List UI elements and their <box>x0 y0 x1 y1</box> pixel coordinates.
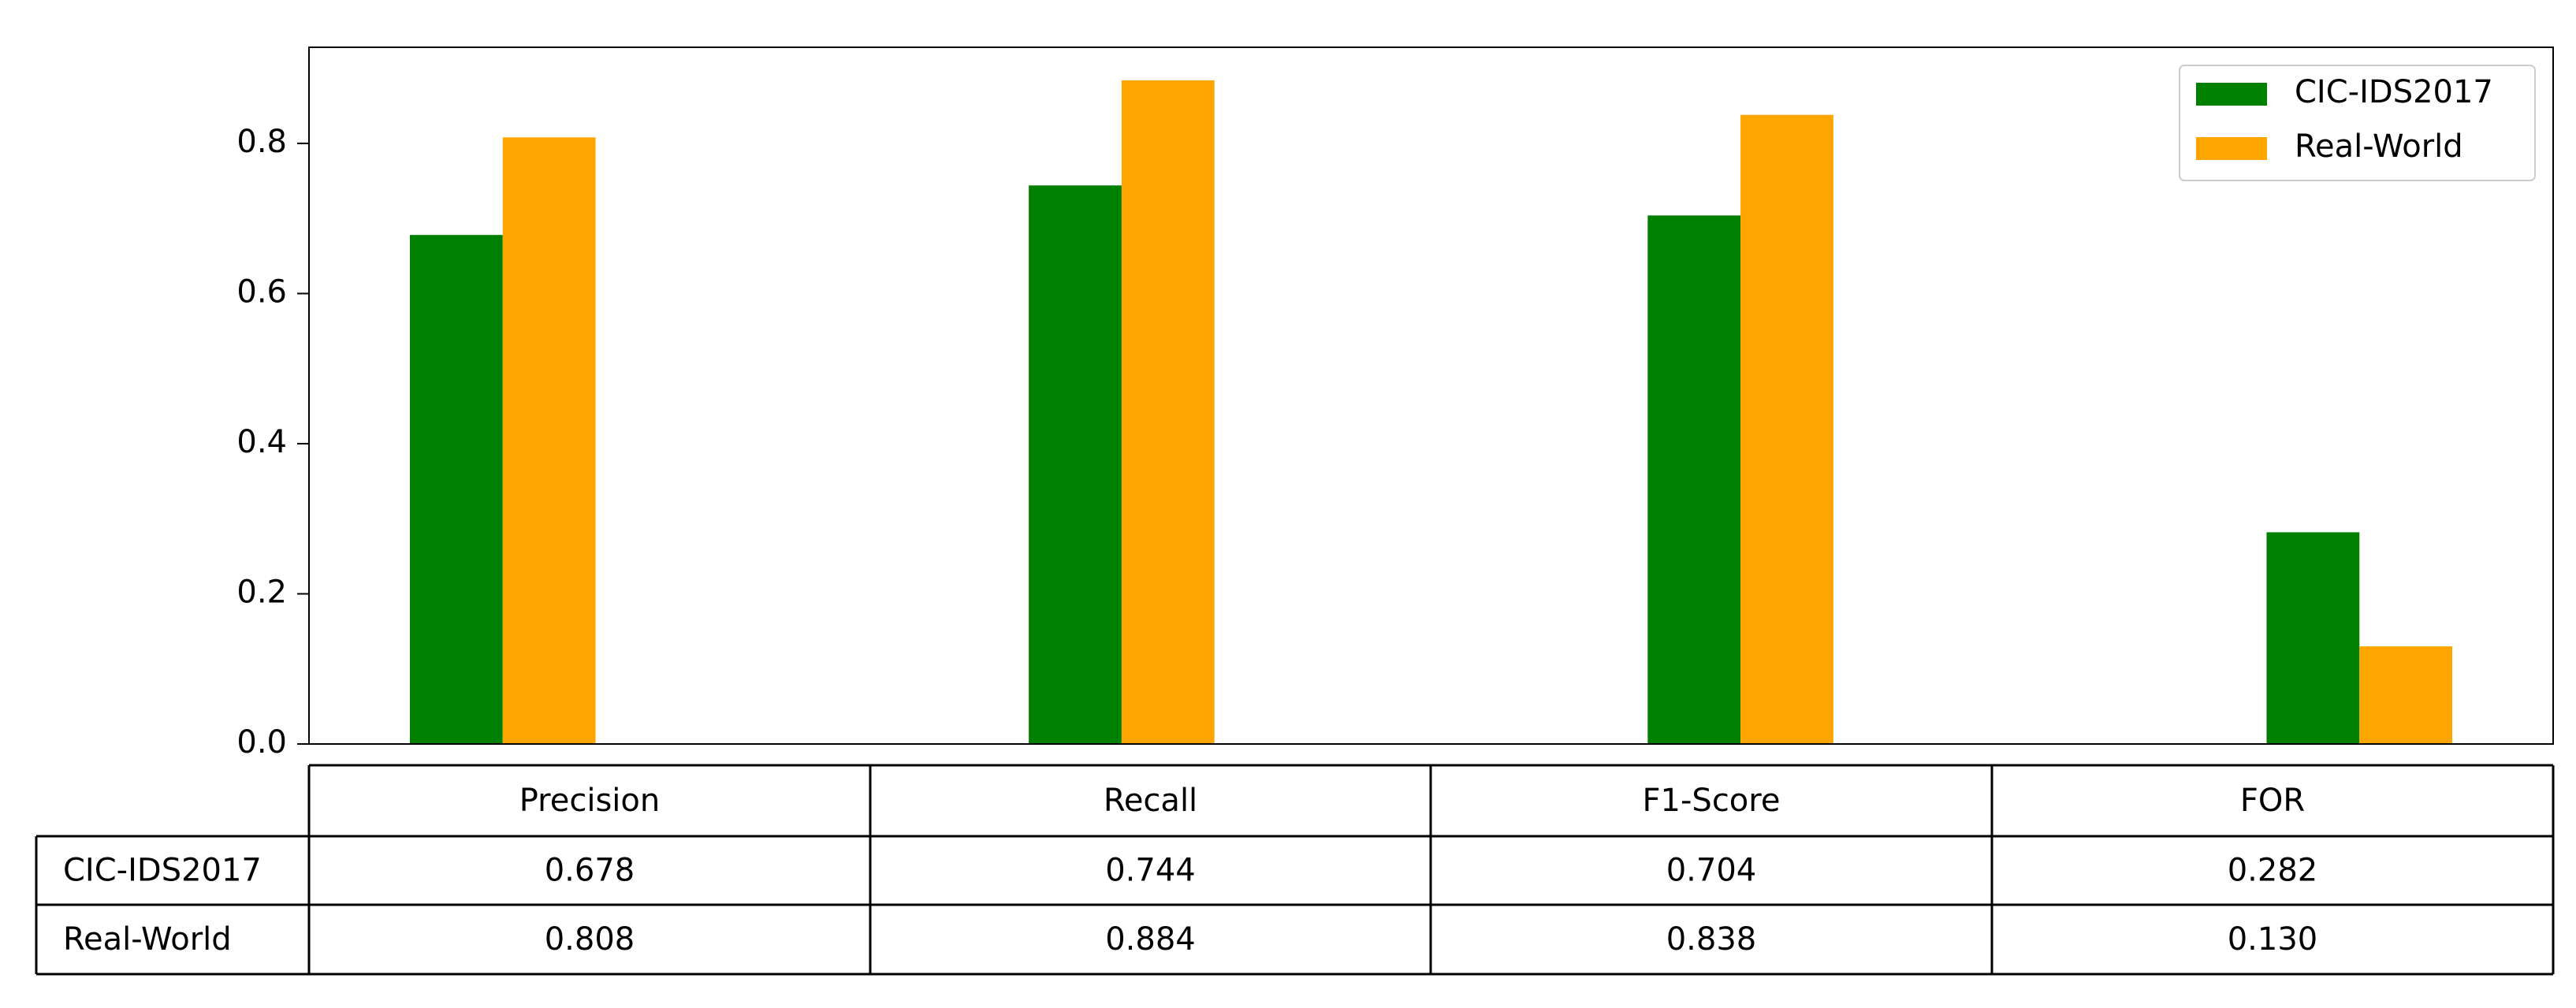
table-cell: 0.744 <box>1105 853 1196 889</box>
legend-box <box>2179 65 2536 181</box>
bar <box>1740 114 1833 744</box>
table-cell: 0.838 <box>1666 921 1757 958</box>
y-tick-label: 0.8 <box>236 124 287 160</box>
table-cell: 0.884 <box>1105 921 1196 958</box>
table-header: F1-Score <box>1643 783 1781 819</box>
table-cell: 0.808 <box>545 921 635 958</box>
table-row-label: Real-World <box>63 921 232 958</box>
table-header: Precision <box>519 783 660 819</box>
y-tick-label: 0.4 <box>236 424 287 460</box>
bar <box>1121 80 1215 744</box>
bar <box>1647 215 1741 745</box>
legend-swatch <box>2196 83 2267 106</box>
bar <box>1029 185 1122 744</box>
legend-swatch <box>2196 137 2267 160</box>
y-tick-label: 0.0 <box>236 724 287 761</box>
bar <box>2266 532 2360 744</box>
bar <box>2359 646 2453 744</box>
table-cell: 0.704 <box>1666 853 1757 889</box>
table-cell: 0.130 <box>2228 921 2318 958</box>
legend-label: Real-World <box>2295 128 2463 165</box>
y-tick-label: 0.2 <box>236 574 287 610</box>
table-cell: 0.678 <box>545 853 635 889</box>
table-header: Recall <box>1104 783 1197 819</box>
legend-label: CIC-IDS2017 <box>2295 74 2493 110</box>
table-cell: 0.282 <box>2228 853 2318 889</box>
plot-frame <box>308 46 2554 745</box>
table-header: FOR <box>2240 783 2305 819</box>
table-row-label: CIC-IDS2017 <box>63 853 262 889</box>
y-tick-label: 0.6 <box>236 273 287 310</box>
bar <box>502 137 596 744</box>
bar <box>409 235 503 744</box>
